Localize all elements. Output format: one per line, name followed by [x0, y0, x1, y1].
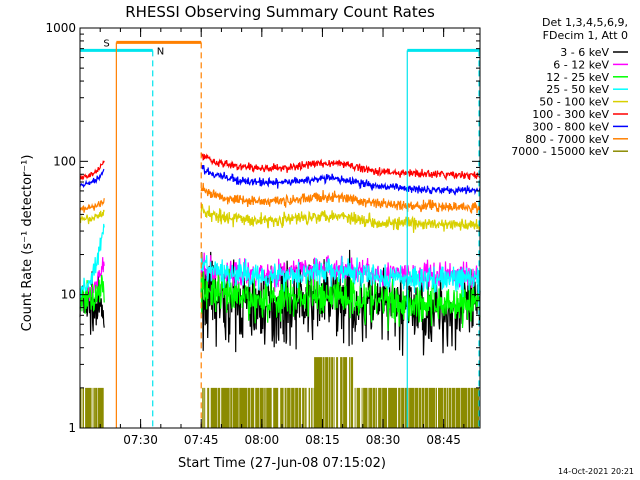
legend-header-attenuator: FDecim 1, Att 0 — [543, 29, 628, 42]
night-label: N — [157, 46, 164, 57]
series-100-300-segment-1 — [200, 152, 481, 181]
series-7000-15000-segment-1 — [202, 357, 479, 428]
legend-label: 7000 - 15000 keV — [511, 145, 609, 158]
x-axis-label: Start Time (27-Jun-08 07:15:02) — [178, 456, 386, 471]
series-25-50-segment-1 — [200, 252, 481, 298]
series-800-7000-segment-0 — [79, 198, 105, 213]
y-tick-label: 1000 — [45, 21, 76, 35]
legend-label: 100 - 300 keV — [532, 108, 609, 121]
series-12-25-segment-0 — [79, 274, 105, 314]
series-800-7000-segment-1 — [200, 182, 481, 214]
saa-label: S — [103, 38, 109, 49]
plot-frame — [79, 27, 481, 429]
x-tick-label: 08:45 — [426, 433, 461, 447]
series-300-800-segment-1 — [200, 164, 481, 196]
series-25-50-segment-0 — [79, 223, 105, 299]
x-tick-label: 08:15 — [305, 433, 340, 447]
legend-label: 6 - 12 keV — [553, 58, 609, 71]
chart-title: RHESSI Observing Summary Count Rates — [125, 3, 435, 21]
x-tick-label: 08:00 — [245, 433, 280, 447]
x-tick-label: 07:30 — [123, 433, 158, 447]
series-100-300-segment-0 — [79, 160, 105, 181]
y-tick-label: 10 — [61, 288, 76, 302]
axes-layer: 1 10 100 1000 07:30 07:45 08:00 08:15 08:30 08:45 — [45, 21, 481, 447]
legend-label: 800 - 7000 keV — [525, 133, 609, 146]
legend-label: 3 - 6 keV — [560, 46, 609, 59]
series-50-100-segment-0 — [79, 209, 105, 225]
series-300-800-segment-0 — [79, 168, 105, 189]
plot-data-layer: NS — [79, 38, 481, 428]
y-tick-label: 100 — [53, 154, 76, 168]
legend-label: 25 - 50 keV — [546, 83, 609, 96]
series-7000-15000-segment-0 — [80, 387, 104, 428]
legend-label: 300 - 800 keV — [532, 120, 609, 133]
legend-label: 12 - 25 keV — [546, 71, 609, 84]
legend-label: 50 - 100 keV — [539, 96, 609, 109]
x-tick-label: 07:45 — [184, 433, 219, 447]
series-50-100-segment-1 — [200, 203, 481, 233]
x-tick-label: 08:30 — [366, 433, 401, 447]
series-3-6-segment-0 — [79, 271, 105, 335]
footer-date: 14-Oct-2021 20:21 — [558, 467, 634, 476]
y-axis-label: Count Rate (s⁻¹ detector⁻¹) — [20, 155, 35, 332]
legend-header-detectors: Det 1,3,4,5,6,9, — [542, 16, 628, 29]
y-tick-label: 1 — [68, 421, 76, 435]
